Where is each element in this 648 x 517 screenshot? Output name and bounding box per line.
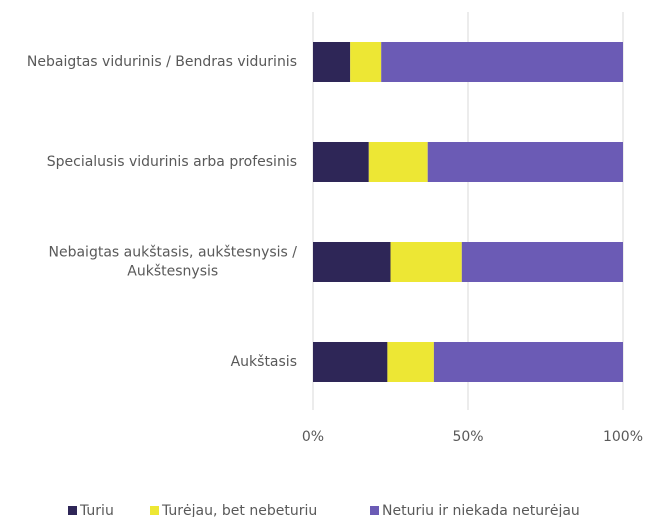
legend-label: Neturiu ir niekada neturėjau [382,503,580,517]
bar-segment [313,142,369,182]
legend-swatch [150,506,159,515]
bar-segment [313,42,351,82]
bar-segment [461,242,623,282]
legend-swatch [68,506,77,515]
x-tick-label: 50% [452,429,483,445]
bar-segment [368,142,428,182]
legend-label: Turiu [79,503,114,517]
bar-segment [381,42,623,82]
x-tick-label: 100% [603,429,643,445]
bar-segment [433,342,623,382]
y-tick-label: Aukštasis [231,354,297,370]
y-tick-label: Nebaigtas aukštasis, aukštesnysis / Aukšt… [49,245,298,280]
bar-segment [313,242,391,282]
bar-segment [313,342,388,382]
y-tick-label: Nebaigtas vidurinis / Bendras vidurinis [27,54,297,70]
bar-segment [427,142,623,182]
x-tick-label: 0% [302,429,324,445]
bar-segment [390,242,462,282]
legend-swatch [370,506,379,515]
legend-label: Turėjau, bet nebeturiu [161,503,317,517]
bar-segment [387,342,434,382]
y-tick-label: Specialusis vidurinis arba profesinis [47,154,297,170]
bar-segment [350,42,382,82]
